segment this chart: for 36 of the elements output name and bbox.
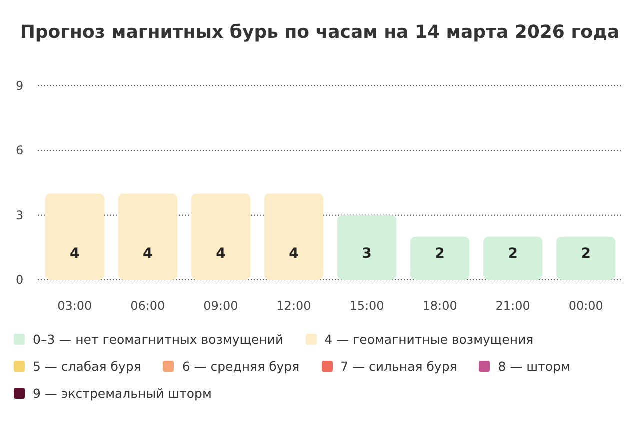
x-tick-label: 09:00 xyxy=(204,299,238,313)
legend-label: 9 — экстремальный шторм xyxy=(33,386,212,401)
y-tick-label: 6 xyxy=(16,144,24,158)
bar xyxy=(410,236,470,280)
x-tick-label: 03:00 xyxy=(58,299,92,313)
y-tick-label: 9 xyxy=(16,79,24,93)
bar xyxy=(556,236,616,280)
y-tick-label: 0 xyxy=(16,273,24,287)
y-tick-label: 3 xyxy=(16,208,24,222)
data-label: 4 xyxy=(289,246,300,262)
data-label: 3 xyxy=(362,246,372,262)
bar xyxy=(337,215,397,280)
legend-label: 4 — геомагнитные возмущения xyxy=(324,332,534,347)
bar xyxy=(118,194,178,280)
data-label: 4 xyxy=(70,246,80,262)
bar xyxy=(191,194,251,280)
data-label: 4 xyxy=(216,246,226,262)
bar xyxy=(45,194,104,280)
x-tick-label: 21:00 xyxy=(496,299,530,313)
bar xyxy=(264,194,324,280)
legend-label: 0–3 — нет геомагнитных возмущений xyxy=(33,332,284,347)
data-label: 2 xyxy=(435,246,445,262)
legend-label: 7 — сильная буря xyxy=(340,359,458,374)
legend-label: 8 — шторм xyxy=(498,359,570,374)
x-tick-label: 15:00 xyxy=(350,299,384,313)
chart-title: Прогноз магнитных бурь по часам на 14 марта 2026 года xyxy=(20,22,620,43)
x-tick-label: 12:00 xyxy=(276,299,312,313)
bar xyxy=(484,236,543,280)
legend-label: 6 — средняя буря xyxy=(182,359,300,374)
x-tick-label: 18:00 xyxy=(422,299,458,313)
data-label: 2 xyxy=(508,246,518,262)
legend-label: 5 — слабая буря xyxy=(33,359,142,374)
x-tick-label: 00:00 xyxy=(568,299,604,313)
data-label: 4 xyxy=(143,246,154,262)
x-tick-label: 06:00 xyxy=(130,299,166,313)
data-label: 2 xyxy=(581,246,591,262)
